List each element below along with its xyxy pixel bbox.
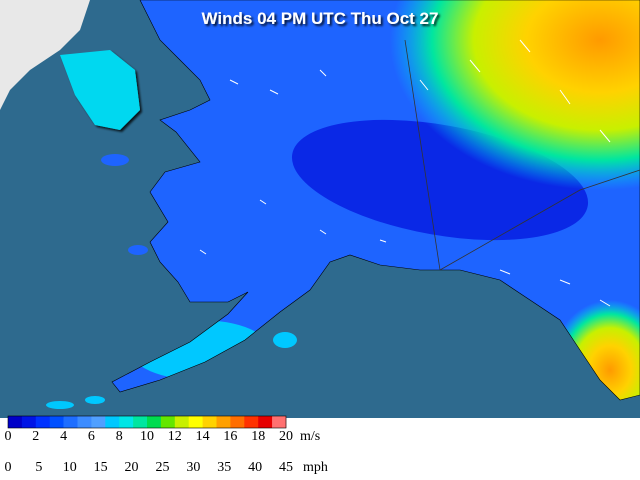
colorbar-segment [272, 416, 287, 428]
colorbar-segment [77, 416, 92, 428]
colorbar-segment [63, 416, 78, 428]
colorbar-segment [147, 416, 162, 428]
coastline [111, 0, 640, 401]
scale-label: 20 [125, 460, 139, 475]
scale-label: 30 [186, 460, 200, 475]
colorbar-segment [188, 416, 203, 428]
colorbar-segment [35, 416, 50, 428]
scale-label: 35 [217, 460, 231, 475]
scale-label: 18 [251, 429, 265, 444]
island [46, 401, 74, 409]
scale-unit: m/s [300, 429, 320, 444]
colorbar-segment [160, 416, 176, 428]
chukotka [60, 50, 140, 130]
island [128, 245, 148, 255]
scale-unit: mph [303, 460, 328, 475]
scale-label: 15 [94, 460, 108, 475]
scale-label: 12 [168, 429, 182, 444]
scale-label: 14 [196, 429, 210, 444]
scale-label: 6 [88, 429, 95, 444]
colorbar-segment [8, 416, 23, 428]
island [85, 396, 105, 404]
scale-label: 0 [5, 429, 12, 444]
colorbar-segment [91, 416, 106, 428]
russia [0, 0, 90, 110]
scale-label: 8 [116, 429, 123, 444]
scale-label: 2 [32, 429, 39, 444]
colorbar-segment [216, 416, 231, 428]
colorbar-segment [244, 416, 259, 428]
colorbar-segment [49, 416, 64, 428]
scale-label: 5 [35, 460, 42, 475]
scale-label: 40 [248, 460, 262, 475]
island [273, 332, 297, 348]
scale-label: 16 [223, 429, 237, 444]
colorbar-segment [174, 416, 189, 428]
colorbar-segment [105, 416, 120, 428]
scale-label: 0 [5, 460, 12, 475]
border [404, 39, 640, 271]
scale-label: 10 [63, 460, 77, 475]
colorbar-segment [202, 416, 217, 428]
colorbar-segment [119, 416, 134, 428]
colorbar-segment [21, 416, 37, 428]
scale-label: 20 [279, 429, 293, 444]
colorbar-segment [258, 416, 273, 428]
scale-label: 25 [155, 460, 169, 475]
island [101, 154, 129, 166]
colorbar-segment [230, 416, 245, 428]
colorbar-frame [7, 415, 287, 429]
map-title: Winds 04 PM UTC Thu Oct 27 [202, 9, 439, 28]
scale-label: 10 [140, 429, 154, 444]
wind-arrows [199, 39, 611, 307]
scale-label: 4 [60, 429, 67, 444]
colorbar-segment [133, 416, 148, 428]
scale-label: 45 [279, 460, 293, 475]
